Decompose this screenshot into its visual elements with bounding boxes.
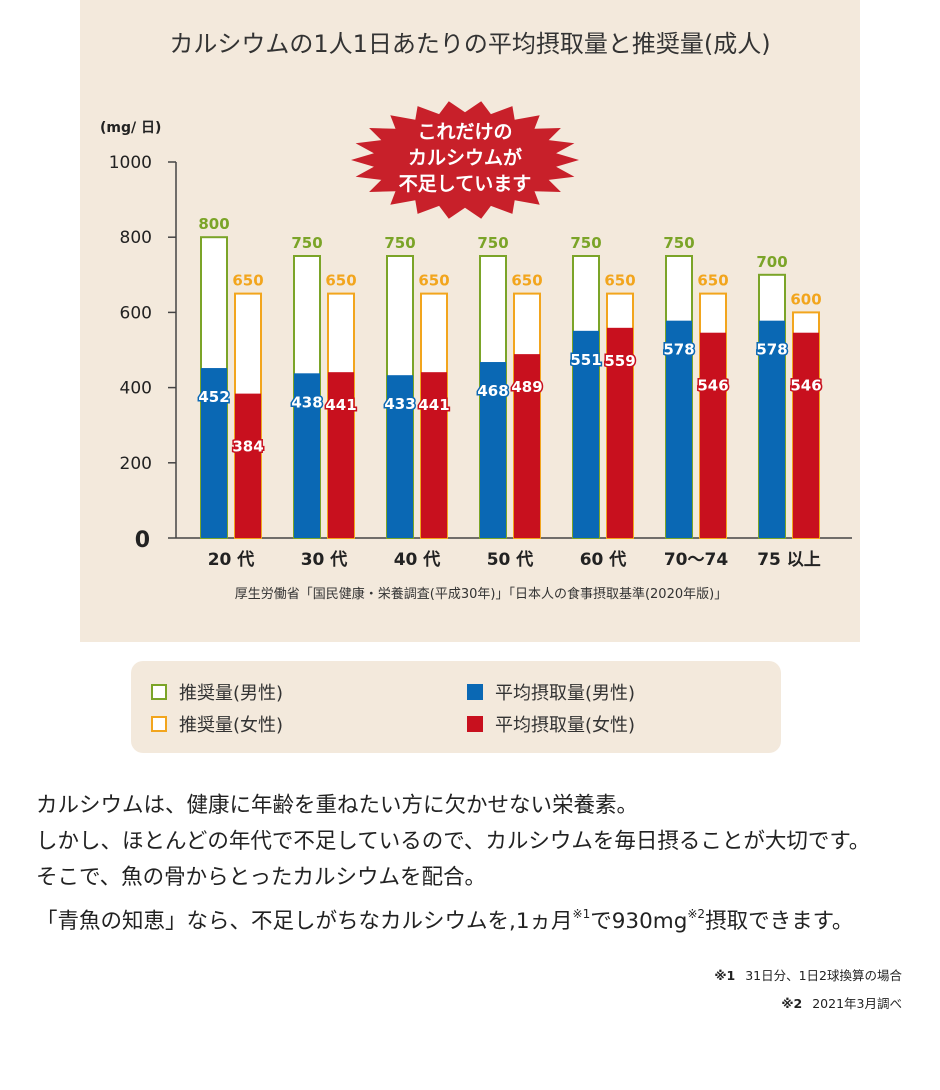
data-label-avg-female: 441 [418,396,449,414]
callout-starburst [351,101,579,219]
data-label-avg-male: 551 [570,351,601,369]
bar-avg-male [201,368,227,538]
data-label-avg-female: 384 [232,438,263,456]
data-label-avg-female: 546 [790,377,821,395]
legend-item-rec-female: 推奨量(女性) [151,711,283,737]
footnote-ref-2: ※2 [687,907,706,921]
data-label-avg-female: 546 [697,377,728,395]
y-tick-label: 400 [120,379,152,399]
body-text: カルシウムは、健康に年齢を重ねたい方に欠かせない栄養素。 しかし、ほとんどの年代… [36,788,916,940]
data-label-avg-male: 578 [756,341,787,359]
footnote-1: ※1 31日分、1日2球換算の場合 [714,962,902,990]
x-tick-label: 20 代 [208,549,255,570]
y-tick-label: 200 [120,454,152,474]
bar-avg-male [759,320,785,538]
legend-swatch-rec-female [151,716,167,732]
data-label-avg-male: 578 [663,341,694,359]
data-label-rec-female: 650 [697,272,728,290]
data-label-avg-female: 441 [325,396,356,414]
bar-avg-female [421,372,447,538]
x-tick-label: 30 代 [301,549,348,570]
callout-text-line: これだけの [417,121,512,143]
footnotes: ※1 31日分、1日2球換算の場合 ※2 2021年3月調べ [714,962,902,1018]
footnote-ref-1: ※1 [572,907,591,921]
body-line-4-a: 「青魚の知恵」なら、不足しがちなカルシウムを,1ヵ月 [36,909,573,934]
footnote-2-mark: ※2 [781,996,803,1011]
bar-avg-male [387,375,413,538]
legend-item-avg-female: 平均摂取量(女性) [467,711,635,737]
bar-avg-male [666,320,692,538]
bar-avg-female [793,332,819,538]
legend-swatch-avg-female [467,716,483,732]
data-label-rec-male: 750 [477,234,508,252]
body-line-4: 「青魚の知恵」なら、不足しがちなカルシウムを,1ヵ月※1で930mg※2摂取でき… [36,896,916,940]
bar-avg-female [514,354,540,538]
data-label-rec-female: 600 [790,290,821,308]
data-label-rec-male: 750 [663,234,694,252]
footnote-2-text: 2021年3月調べ [812,996,902,1011]
data-label-avg-male: 433 [384,395,415,413]
data-label-rec-male: 750 [570,234,601,252]
y-tick-label: 1000 [109,153,152,173]
data-label-avg-male: 452 [198,388,229,406]
bar-avg-female [607,327,633,538]
y-axis-label: (mg/ 日) [100,120,161,136]
footnote-1-mark: ※1 [714,968,736,983]
y-tick-label: 600 [120,303,152,323]
legend-item-avg-male: 平均摂取量(男性) [467,679,635,705]
legend-label: 推奨量(男性) [179,683,284,704]
footnote-2: ※2 2021年3月調べ [714,990,902,1018]
bar-avg-male [573,330,599,538]
bar-avg-male [294,373,320,538]
bar-avg-female [700,332,726,538]
data-label-rec-female: 650 [232,272,263,290]
data-label-rec-female: 650 [604,272,635,290]
bar-avg-male [480,362,506,538]
legend-label: 平均摂取量(女性) [495,715,636,736]
x-tick-label: 60 代 [580,549,627,570]
calcium-chart: カルシウムの1人1日あたりの平均摂取量と推奨量(成人) (mg/ 日) 0 200 40… [100,30,852,602]
legend-item-rec-male: 推奨量(男性) [151,679,283,705]
data-label-rec-male: 750 [291,234,322,252]
bar-avg-female [235,393,261,538]
bar-avg-female [328,372,354,538]
x-tick-label: 50 代 [487,549,534,570]
legend-swatch-avg-male [467,684,483,700]
data-label-avg-male: 438 [291,393,322,411]
legend-label: 推奨量(女性) [179,715,284,736]
y-tick-label: 0 [135,528,150,553]
footnote-1-text: 31日分、1日2球換算の場合 [745,968,902,983]
callout-text-line: カルシウムが [408,146,522,169]
x-tick-label: 40 代 [394,549,441,570]
x-tick-label: 75 以上 [757,550,821,570]
body-line-3: そこで、魚の骨からとったカルシウムを配合。 [36,865,486,890]
data-label-avg-male: 468 [477,382,508,400]
body-line-4-b: で930mg [590,909,688,934]
data-label-rec-female: 650 [511,272,542,290]
y-tick-label: 800 [120,228,152,248]
body-line-2: しかし、ほとんどの年代で不足しているので、カルシウムを毎日摂ることが大切です。 [36,829,871,854]
legend-swatch-rec-male [151,684,167,700]
x-tick-label: 70〜74 [664,550,728,570]
data-label-rec-female: 650 [325,272,356,290]
legend: 推奨量(男性) 推奨量(女性) 平均摂取量(男性) 平均摂取量(女性) [131,661,781,753]
body-line-1: カルシウムは、健康に年齢を重ねたい方に欠かせない栄養素。 [36,793,639,818]
data-label-rec-male: 750 [384,234,415,252]
data-label-rec-female: 650 [418,272,449,290]
chart-title: カルシウムの1人1日あたりの平均摂取量と推奨量(成人) [169,30,770,58]
chart-source: 厚生労働省「国民健康・栄養調査(平成30年)」「日本人の食事摂取基準(2020年… [235,586,727,602]
callout-text-line: 不足しています [399,173,531,195]
body-line-4-c: 摂取できます。 [705,909,854,934]
data-label-avg-female: 489 [511,378,542,396]
legend-label: 平均摂取量(男性) [495,683,636,704]
data-label-avg-female: 559 [604,352,635,370]
data-label-rec-male: 700 [756,253,787,271]
data-label-rec-male: 800 [198,215,229,233]
